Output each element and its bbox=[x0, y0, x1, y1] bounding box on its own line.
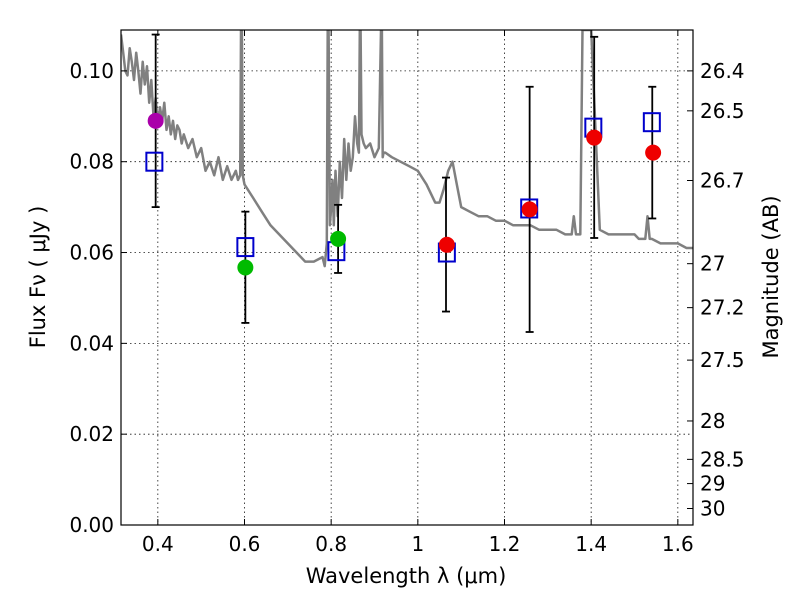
grid-lines bbox=[121, 30, 693, 526]
magnitude-tick-label: 27.2 bbox=[700, 296, 745, 320]
observed-flux-point bbox=[645, 144, 662, 161]
model-band-square-marker bbox=[145, 151, 164, 172]
y-tick-label: 0.10 bbox=[69, 59, 114, 83]
y-axis-label: Flux Fν ( μJy ) bbox=[26, 206, 50, 349]
observed-flux-point bbox=[586, 129, 603, 146]
magnitude-tick-label: 29 bbox=[700, 472, 725, 496]
magnitude-tick-label: 26.5 bbox=[700, 99, 745, 123]
observed-flux-point bbox=[237, 259, 254, 276]
x-tick-label: 0.6 bbox=[229, 532, 261, 556]
y-tick-label: 0.06 bbox=[69, 241, 114, 265]
x-axis-label: Wavelength λ (μm) bbox=[306, 564, 507, 588]
observed-flux-point bbox=[521, 201, 538, 218]
magnitude-tick-label: 28 bbox=[700, 409, 725, 433]
axis-ticks: 0.4 0.6 0.8 1 1.2 1.4 1.6 0.00 0.02 0.04 0.06 0.08 0… bbox=[69, 30, 745, 556]
magnitude-axis-label: Magnitude (AB) bbox=[759, 195, 783, 358]
y-tick-label: 0.02 bbox=[69, 422, 114, 446]
x-tick-label: 0.4 bbox=[142, 532, 174, 556]
magnitude-tick-label: 27 bbox=[700, 252, 725, 276]
spectrum-layer bbox=[121, 30, 693, 268]
model-band-square-marker bbox=[236, 237, 255, 258]
magnitude-tick-label: 26.7 bbox=[700, 169, 745, 193]
observed-flux-point bbox=[147, 112, 164, 129]
x-tick-label: 1.2 bbox=[489, 532, 521, 556]
observed-flux-point bbox=[330, 230, 347, 247]
marker-layer bbox=[145, 112, 662, 276]
magnitude-tick-label: 28.5 bbox=[700, 447, 745, 471]
magnitude-tick-label: 26.4 bbox=[700, 59, 745, 83]
model-spectrum-line bbox=[121, 30, 693, 268]
model-band-square-marker bbox=[642, 112, 661, 133]
plot-frame bbox=[120, 29, 694, 526]
observed-flux-point bbox=[438, 236, 455, 253]
x-tick-label: 1 bbox=[411, 532, 424, 556]
y-tick-label: 0.00 bbox=[69, 513, 114, 537]
x-tick-label: 0.8 bbox=[315, 532, 347, 556]
x-tick-label: 1.4 bbox=[575, 532, 607, 556]
magnitude-tick-label: 27.5 bbox=[700, 348, 745, 372]
y-tick-label: 0.08 bbox=[69, 150, 114, 174]
magnitude-tick-label: 30 bbox=[700, 497, 725, 521]
y-tick-label: 0.04 bbox=[69, 331, 114, 355]
x-tick-label: 1.6 bbox=[662, 532, 694, 556]
